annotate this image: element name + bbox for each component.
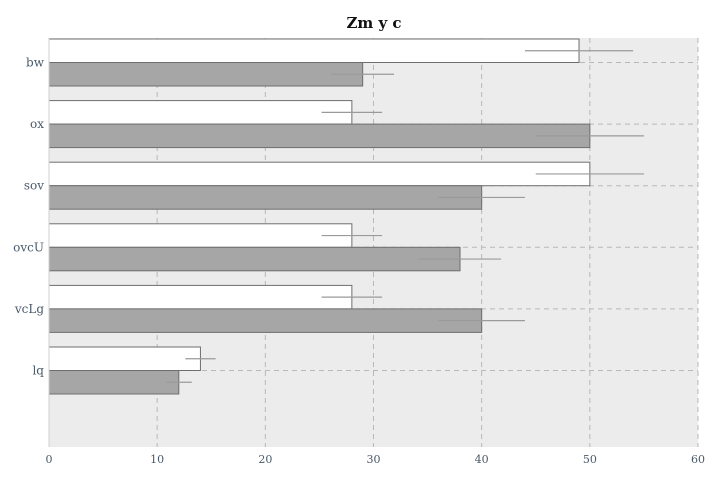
x-tick-label-10: 10 [150,453,164,466]
bar-s1-ox [48,123,591,149]
chart-title: Zm y c [346,14,401,32]
x-tick-label-50: 50 [583,453,597,466]
bar-s1-sov [48,185,483,210]
bar-s1-lq [48,370,180,395]
bar-s0-lq [48,346,201,371]
bar-s1-vcLg [48,308,483,333]
bar-s0-sov [48,161,591,187]
bar-s0-ovcU [48,223,353,248]
x-tick-label-0: 0 [46,453,53,466]
category-label-lq: lq [32,364,44,378]
bar-s1-ovcU [48,246,461,272]
category-label-ovcU: ovcU [13,240,44,254]
bar-s0-bw [48,38,580,63]
x-tick-label-60: 60 [691,453,705,466]
bar-s0-ox [48,100,353,125]
category-label-ox: ox [30,117,44,131]
bar-s1-bw [48,62,364,87]
category-label-bw: bw [26,56,45,70]
category-label-sov: sov [24,179,44,193]
bar-s0-vcLg [48,284,353,310]
category-label-vcLg: vcLg [14,302,44,316]
x-tick-label-20: 20 [258,453,272,466]
x-tick-label-40: 40 [475,453,489,466]
x-tick-label-30: 30 [367,453,381,466]
